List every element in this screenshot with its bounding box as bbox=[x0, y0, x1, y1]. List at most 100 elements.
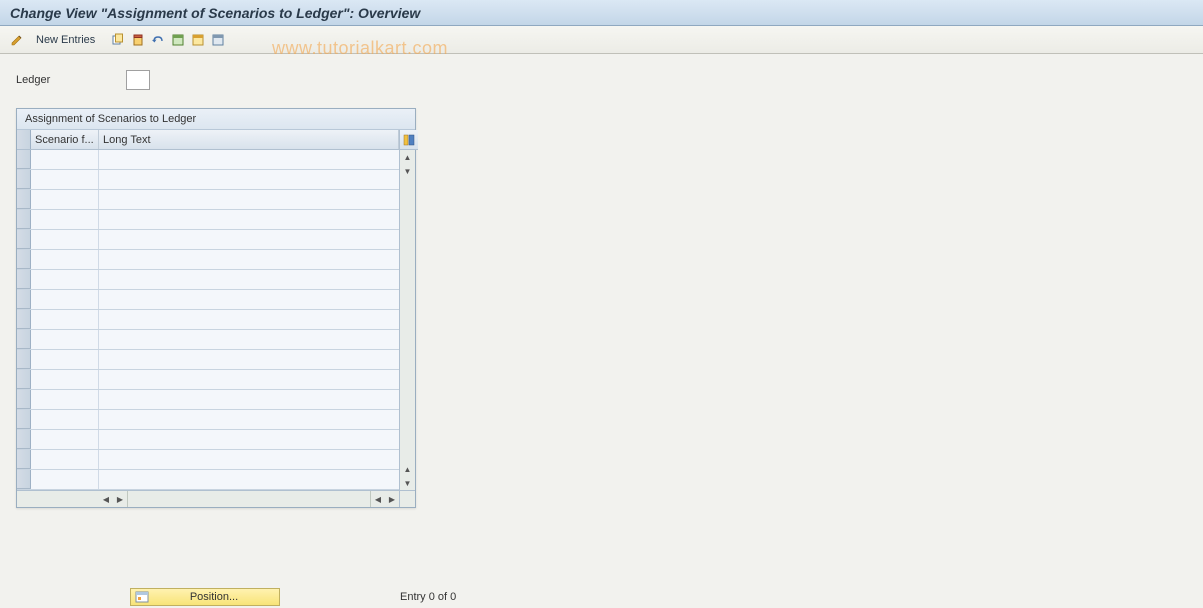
table-row[interactable] bbox=[17, 150, 399, 170]
scroll-right-step-icon[interactable]: ▶ bbox=[113, 491, 127, 507]
table-row[interactable] bbox=[17, 290, 399, 310]
cell-scenario[interactable] bbox=[31, 470, 99, 489]
page-title: Change View "Assignment of Scenarios to … bbox=[10, 5, 420, 21]
table-config-icon[interactable] bbox=[400, 130, 418, 150]
cell-scenario[interactable] bbox=[31, 370, 99, 389]
scroll-left-step-icon[interactable]: ◀ bbox=[371, 491, 385, 507]
cell-scenario[interactable] bbox=[31, 410, 99, 429]
ledger-input[interactable] bbox=[126, 70, 150, 90]
cell-scenario[interactable] bbox=[31, 210, 99, 229]
row-selector[interactable] bbox=[17, 450, 31, 469]
column-header-scenario[interactable]: Scenario f... bbox=[31, 130, 99, 149]
cell-scenario[interactable] bbox=[31, 230, 99, 249]
scroll-up-icon[interactable]: ▲ bbox=[400, 150, 415, 164]
row-selector[interactable] bbox=[17, 330, 31, 349]
scenarios-table: Assignment of Scenarios to Ledger Scenar… bbox=[16, 108, 416, 508]
hscroll-corner bbox=[399, 491, 415, 507]
cell-long-text[interactable] bbox=[99, 150, 399, 169]
row-selector[interactable] bbox=[17, 250, 31, 269]
content-area: Ledger Assignment of Scenarios to Ledger… bbox=[0, 54, 1203, 520]
cell-scenario[interactable] bbox=[31, 250, 99, 269]
cell-scenario[interactable] bbox=[31, 270, 99, 289]
undo-icon[interactable] bbox=[149, 31, 167, 49]
cell-long-text[interactable] bbox=[99, 170, 399, 189]
row-selector[interactable] bbox=[17, 290, 31, 309]
scroll-down-icon[interactable]: ▼ bbox=[400, 476, 415, 490]
cell-scenario[interactable] bbox=[31, 310, 99, 329]
hscroll-spacer bbox=[17, 491, 99, 507]
cell-long-text[interactable] bbox=[99, 250, 399, 269]
row-selector[interactable] bbox=[17, 370, 31, 389]
row-selector[interactable] bbox=[17, 190, 31, 209]
row-selector[interactable] bbox=[17, 150, 31, 169]
row-selector[interactable] bbox=[17, 230, 31, 249]
cell-scenario[interactable] bbox=[31, 150, 99, 169]
select-block-icon[interactable] bbox=[189, 31, 207, 49]
cell-long-text[interactable] bbox=[99, 430, 399, 449]
cell-long-text[interactable] bbox=[99, 370, 399, 389]
hscroll-track[interactable] bbox=[127, 491, 371, 507]
cell-scenario[interactable] bbox=[31, 330, 99, 349]
table-row[interactable] bbox=[17, 390, 399, 410]
cell-scenario[interactable] bbox=[31, 390, 99, 409]
ledger-label: Ledger bbox=[16, 74, 116, 86]
table-row[interactable] bbox=[17, 170, 399, 190]
cell-scenario[interactable] bbox=[31, 170, 99, 189]
row-selector[interactable] bbox=[17, 430, 31, 449]
cell-long-text[interactable] bbox=[99, 410, 399, 429]
cell-long-text[interactable] bbox=[99, 450, 399, 469]
scroll-down-step-icon[interactable]: ▼ bbox=[400, 164, 415, 178]
deselect-all-icon[interactable] bbox=[209, 31, 227, 49]
row-selector[interactable] bbox=[17, 210, 31, 229]
horizontal-scrollbar[interactable]: ◀ ▶ ◀ ▶ bbox=[17, 490, 415, 507]
table-row[interactable] bbox=[17, 210, 399, 230]
row-selector-header[interactable] bbox=[17, 130, 31, 149]
cell-scenario[interactable] bbox=[31, 290, 99, 309]
table-row[interactable] bbox=[17, 330, 399, 350]
cell-long-text[interactable] bbox=[99, 190, 399, 209]
table-row[interactable] bbox=[17, 370, 399, 390]
table-row[interactable] bbox=[17, 350, 399, 370]
select-all-icon[interactable] bbox=[169, 31, 187, 49]
cell-scenario[interactable] bbox=[31, 430, 99, 449]
cell-long-text[interactable] bbox=[99, 330, 399, 349]
cell-long-text[interactable] bbox=[99, 270, 399, 289]
row-selector[interactable] bbox=[17, 350, 31, 369]
copy-icon[interactable] bbox=[109, 31, 127, 49]
table-row[interactable] bbox=[17, 250, 399, 270]
new-entries-button[interactable]: New Entries bbox=[28, 32, 103, 48]
row-selector[interactable] bbox=[17, 270, 31, 289]
table-row[interactable] bbox=[17, 430, 399, 450]
row-selector[interactable] bbox=[17, 470, 31, 489]
scroll-right-icon[interactable]: ▶ bbox=[385, 491, 399, 507]
toggle-edit-icon[interactable] bbox=[8, 31, 26, 49]
table-row[interactable] bbox=[17, 470, 399, 490]
table-row[interactable] bbox=[17, 270, 399, 290]
cell-scenario[interactable] bbox=[31, 450, 99, 469]
row-selector[interactable] bbox=[17, 390, 31, 409]
delete-icon[interactable] bbox=[129, 31, 147, 49]
cell-scenario[interactable] bbox=[31, 190, 99, 209]
scroll-track[interactable] bbox=[400, 178, 415, 462]
cell-long-text[interactable] bbox=[99, 310, 399, 329]
vertical-scrollbar[interactable]: ▲ ▼ ▲ ▼ bbox=[399, 130, 415, 490]
cell-long-text[interactable] bbox=[99, 470, 399, 489]
scroll-left-icon[interactable]: ◀ bbox=[99, 491, 113, 507]
position-button[interactable]: Position... bbox=[130, 588, 280, 606]
row-selector[interactable] bbox=[17, 170, 31, 189]
row-selector[interactable] bbox=[17, 310, 31, 329]
cell-long-text[interactable] bbox=[99, 350, 399, 369]
table-row[interactable] bbox=[17, 310, 399, 330]
table-row[interactable] bbox=[17, 450, 399, 470]
cell-long-text[interactable] bbox=[99, 390, 399, 409]
table-row[interactable] bbox=[17, 410, 399, 430]
row-selector[interactable] bbox=[17, 410, 31, 429]
cell-long-text[interactable] bbox=[99, 210, 399, 229]
table-row[interactable] bbox=[17, 190, 399, 210]
cell-long-text[interactable] bbox=[99, 290, 399, 309]
column-header-long-text[interactable]: Long Text bbox=[99, 130, 399, 149]
cell-scenario[interactable] bbox=[31, 350, 99, 369]
table-row[interactable] bbox=[17, 230, 399, 250]
cell-long-text[interactable] bbox=[99, 230, 399, 249]
scroll-up-step-icon[interactable]: ▲ bbox=[400, 462, 415, 476]
